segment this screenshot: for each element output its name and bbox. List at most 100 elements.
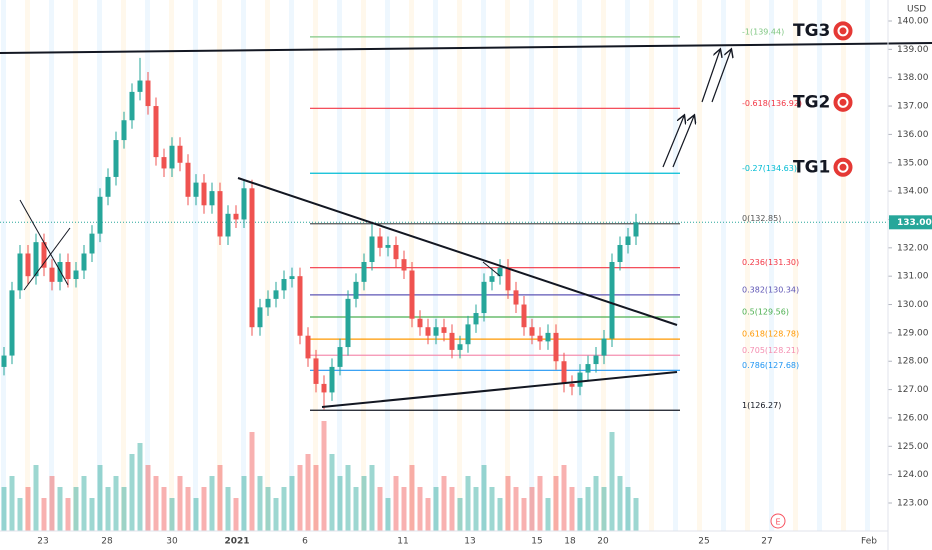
- candle-body: [57, 262, 63, 282]
- x-tick-label: 27: [761, 537, 772, 547]
- volume-bar: [409, 465, 415, 531]
- candle-body: [97, 196, 103, 234]
- volume-bar: [121, 487, 127, 531]
- candle-body: [385, 244, 391, 248]
- arrow: [662, 116, 684, 168]
- volume-bar: [145, 465, 151, 531]
- drawings: [0, 42, 932, 408]
- volume-bar: [521, 498, 527, 531]
- candle-body: [41, 242, 47, 268]
- session-band: [817, 0, 822, 531]
- candle-body: [281, 279, 287, 291]
- volume-bar: [553, 476, 559, 531]
- volume-bar: [313, 465, 319, 531]
- fib-label: 0.786(127.68): [742, 361, 799, 370]
- candle-body: [25, 253, 31, 277]
- volume-bar: [73, 487, 79, 531]
- candle-body: [289, 276, 295, 280]
- candle-body: [17, 253, 23, 291]
- candle-body: [449, 332, 455, 350]
- session-band: [769, 0, 774, 531]
- x-tick-label: 2021: [224, 537, 249, 547]
- volume-bar: [241, 476, 247, 531]
- volume-bar: [225, 487, 231, 531]
- y-tick-label: 140.00: [897, 17, 929, 27]
- volume-bar: [601, 487, 607, 531]
- x-tick-label: 28: [101, 537, 113, 547]
- session-band: [553, 0, 558, 531]
- session-band: [1, 0, 6, 531]
- session-band: [745, 0, 750, 531]
- volume-bar: [33, 465, 39, 531]
- earnings-label[interactable]: E: [775, 518, 780, 527]
- candle-body: [105, 176, 111, 197]
- volume-bar: [561, 465, 567, 531]
- y-tick-label: 138.00: [897, 73, 929, 83]
- candle-body: [305, 335, 311, 359]
- y-tick-label: 128.00: [897, 357, 929, 367]
- candle-body: [569, 383, 575, 387]
- session-band: [169, 0, 174, 531]
- candle-body: [633, 222, 639, 237]
- fib-label: -1(139.44): [742, 27, 784, 36]
- session-band: [529, 0, 534, 531]
- volume-bar: [25, 487, 31, 531]
- candle-body: [9, 290, 15, 356]
- target-icon: [839, 27, 847, 35]
- candle-body: [201, 182, 207, 206]
- candle-body: [529, 327, 535, 336]
- volume-bar: [185, 487, 191, 531]
- volume-bar: [97, 465, 103, 531]
- session-band: [577, 0, 582, 531]
- volume-bar: [545, 498, 551, 531]
- candle-body: [361, 262, 367, 282]
- session-band: [97, 0, 102, 531]
- candle-body: [537, 335, 543, 342]
- candle-body: [593, 355, 599, 365]
- session-band: [601, 0, 606, 531]
- candle-body: [265, 298, 271, 308]
- volume-bar: [9, 476, 15, 531]
- candle-body: [425, 327, 431, 336]
- volume-bar: [385, 498, 391, 531]
- candle-body: [609, 262, 615, 339]
- volume-bar: [137, 443, 143, 531]
- session-band: [217, 0, 222, 531]
- volume-bar: [617, 476, 623, 531]
- volume-bar: [265, 487, 271, 531]
- session-band: [433, 0, 438, 531]
- volume-bar: [337, 476, 343, 531]
- volume-bar: [401, 487, 407, 531]
- target-icon: [839, 98, 847, 106]
- volume-bar: [105, 487, 111, 531]
- y-tick-label: 132.00: [897, 243, 929, 253]
- candle-body: [625, 236, 631, 245]
- earnings-icon[interactable]: [770, 513, 786, 529]
- candle-body: [217, 191, 223, 237]
- volume-bar: [609, 432, 615, 531]
- candle-body: [553, 332, 559, 362]
- session-band: [793, 0, 798, 531]
- session-band: [697, 0, 702, 531]
- session-band: [649, 0, 654, 531]
- candle-body: [417, 318, 423, 328]
- candle-body: [297, 276, 303, 336]
- fib-label: 0.382(130.34): [742, 285, 799, 294]
- volume-bar: [281, 487, 287, 531]
- candle-body: [329, 366, 335, 393]
- candle-body: [81, 253, 87, 271]
- arrow: [711, 50, 731, 103]
- session-band: [865, 0, 870, 531]
- candle-body: [617, 244, 623, 262]
- session-band: [337, 0, 342, 531]
- volume-bar: [209, 476, 215, 531]
- x-tick-label: 15: [531, 537, 542, 547]
- volume-bar: [257, 476, 263, 531]
- volume-bar: [537, 476, 543, 531]
- candle-body: [481, 281, 487, 314]
- fib-label: 0.618(128.78): [742, 330, 799, 339]
- candle-body: [465, 324, 471, 345]
- candle-body: [209, 191, 215, 206]
- candle-body: [169, 145, 175, 169]
- y-tick-label: 131.00: [897, 272, 929, 282]
